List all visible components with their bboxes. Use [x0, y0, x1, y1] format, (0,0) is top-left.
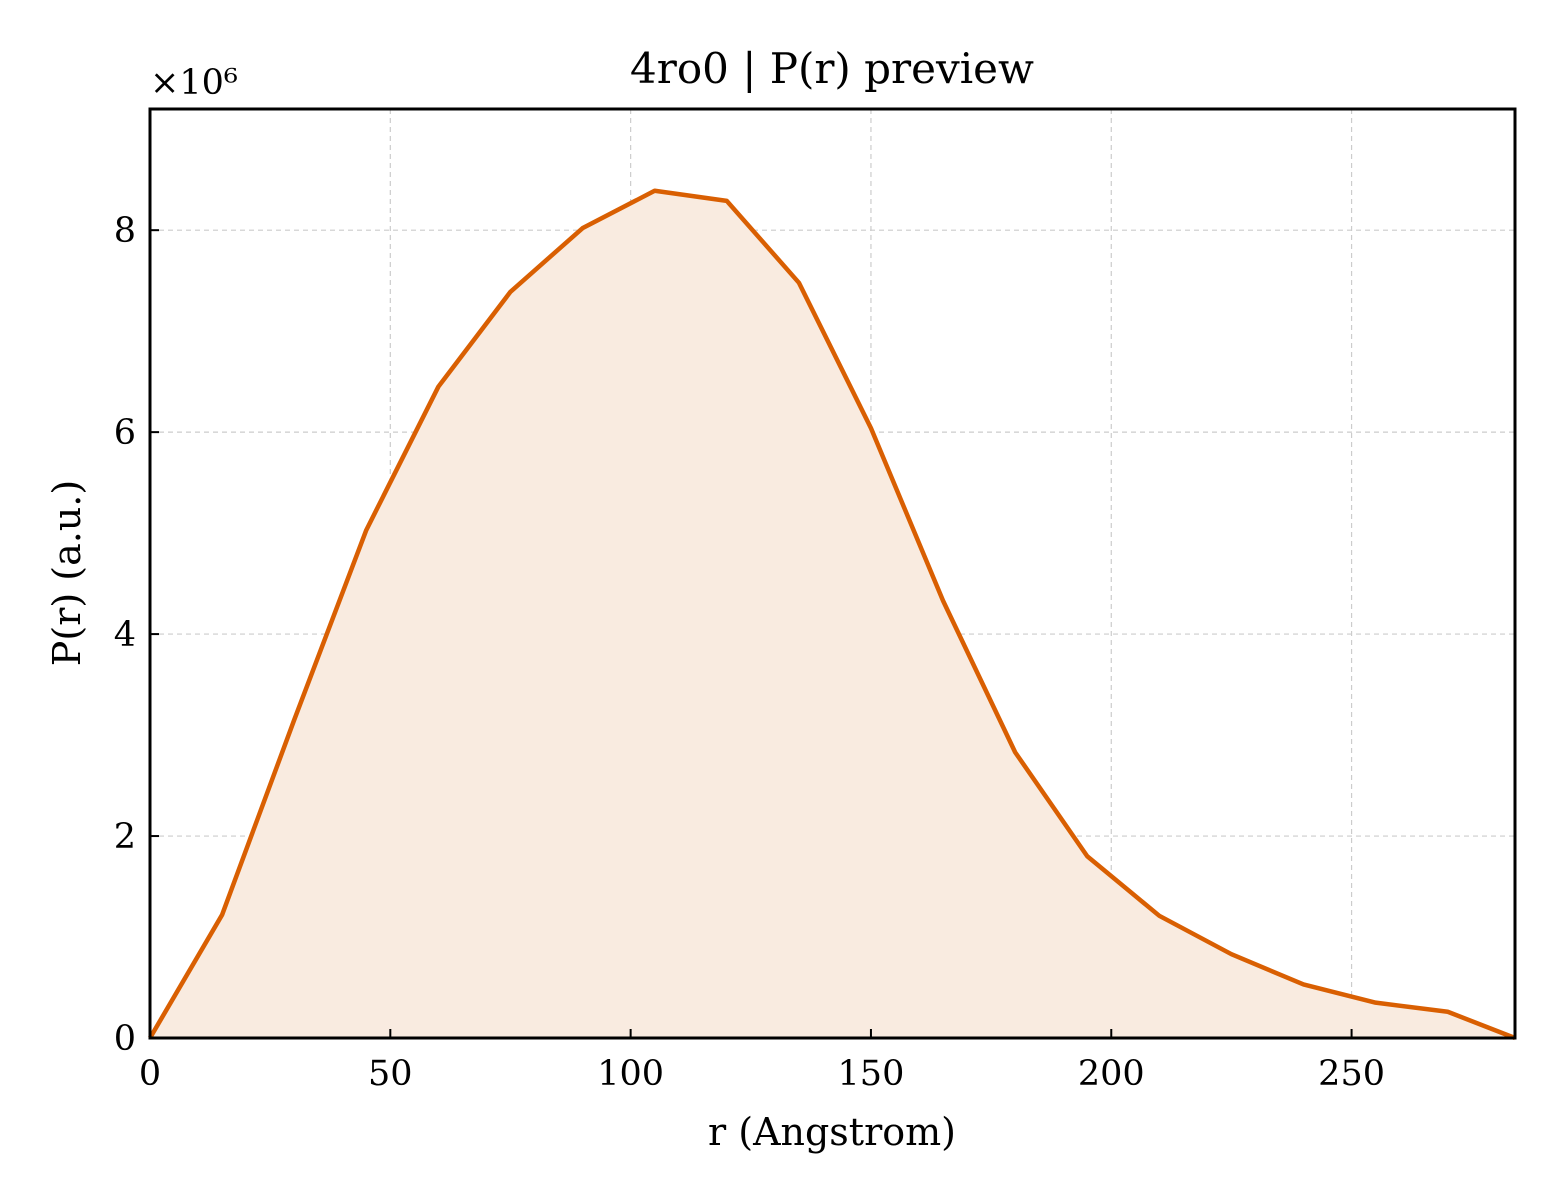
y-axis-label: P(r) (a.u.)	[45, 480, 89, 666]
x-tick-label: 0	[139, 1054, 161, 1094]
y-tick-label: 0	[114, 1019, 136, 1059]
y-tick-label: 6	[114, 413, 136, 453]
plot-frame	[148, 107, 1517, 1040]
x-tick-label: 200	[1078, 1054, 1145, 1094]
y-tick-label: 2	[114, 817, 136, 857]
x-axis-label: r (Angstrom)	[708, 1110, 956, 1154]
x-tick-label: 100	[597, 1054, 664, 1094]
x-tick-label: 50	[368, 1054, 413, 1094]
series-layer	[148, 188, 1516, 1041]
x-tick-label: 150	[838, 1054, 905, 1094]
pr-area-fill	[150, 190, 1515, 1039]
x-tick-label: 250	[1318, 1054, 1385, 1094]
axis-ticks: 0 50 100 150 200 250 0 2 4 6 8	[114, 211, 1385, 1094]
y-axis-multiplier: ×10⁶	[150, 63, 238, 103]
y-tick-label: 8	[114, 211, 136, 251]
pr-series-line	[148, 188, 1516, 1041]
y-tick-label: 4	[114, 615, 136, 655]
chart-title: 4ro0 | P(r) preview	[630, 44, 1034, 93]
